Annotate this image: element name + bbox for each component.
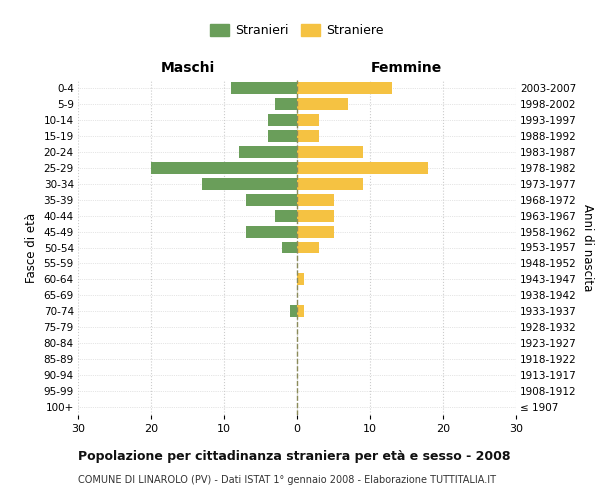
Text: Maschi: Maschi (160, 61, 215, 75)
Bar (297, 82, 392, 94)
Bar (297, 114, 319, 126)
Bar (275, 98, 297, 110)
Bar (268, 130, 297, 142)
Bar (151, 162, 297, 173)
Text: COMUNE DI LINAROLO (PV) - Dati ISTAT 1° gennaio 2008 - Elaborazione TUTTITALIA.I: COMUNE DI LINAROLO (PV) - Dati ISTAT 1° … (78, 475, 496, 485)
Bar (268, 114, 297, 126)
Bar (239, 146, 297, 158)
Y-axis label: Fasce di età: Fasce di età (25, 212, 38, 282)
Bar (246, 226, 297, 237)
Bar (297, 98, 348, 110)
Bar (297, 194, 334, 205)
Bar (283, 242, 297, 254)
Y-axis label: Anni di nascita: Anni di nascita (581, 204, 593, 291)
Bar (297, 162, 428, 173)
Legend: Stranieri, Straniere: Stranieri, Straniere (205, 19, 389, 42)
Text: Popolazione per cittadinanza straniera per età e sesso - 2008: Popolazione per cittadinanza straniera p… (78, 450, 511, 463)
Bar (297, 226, 334, 237)
Bar (297, 130, 319, 142)
Text: Femmine: Femmine (371, 61, 442, 75)
Bar (297, 274, 304, 285)
Bar (297, 306, 304, 318)
Bar (246, 194, 297, 205)
Bar (297, 210, 334, 222)
Bar (232, 82, 297, 94)
Bar (297, 146, 363, 158)
Bar (290, 306, 297, 318)
Bar (297, 242, 319, 254)
Bar (202, 178, 297, 190)
Bar (297, 178, 363, 190)
Bar (275, 210, 297, 222)
